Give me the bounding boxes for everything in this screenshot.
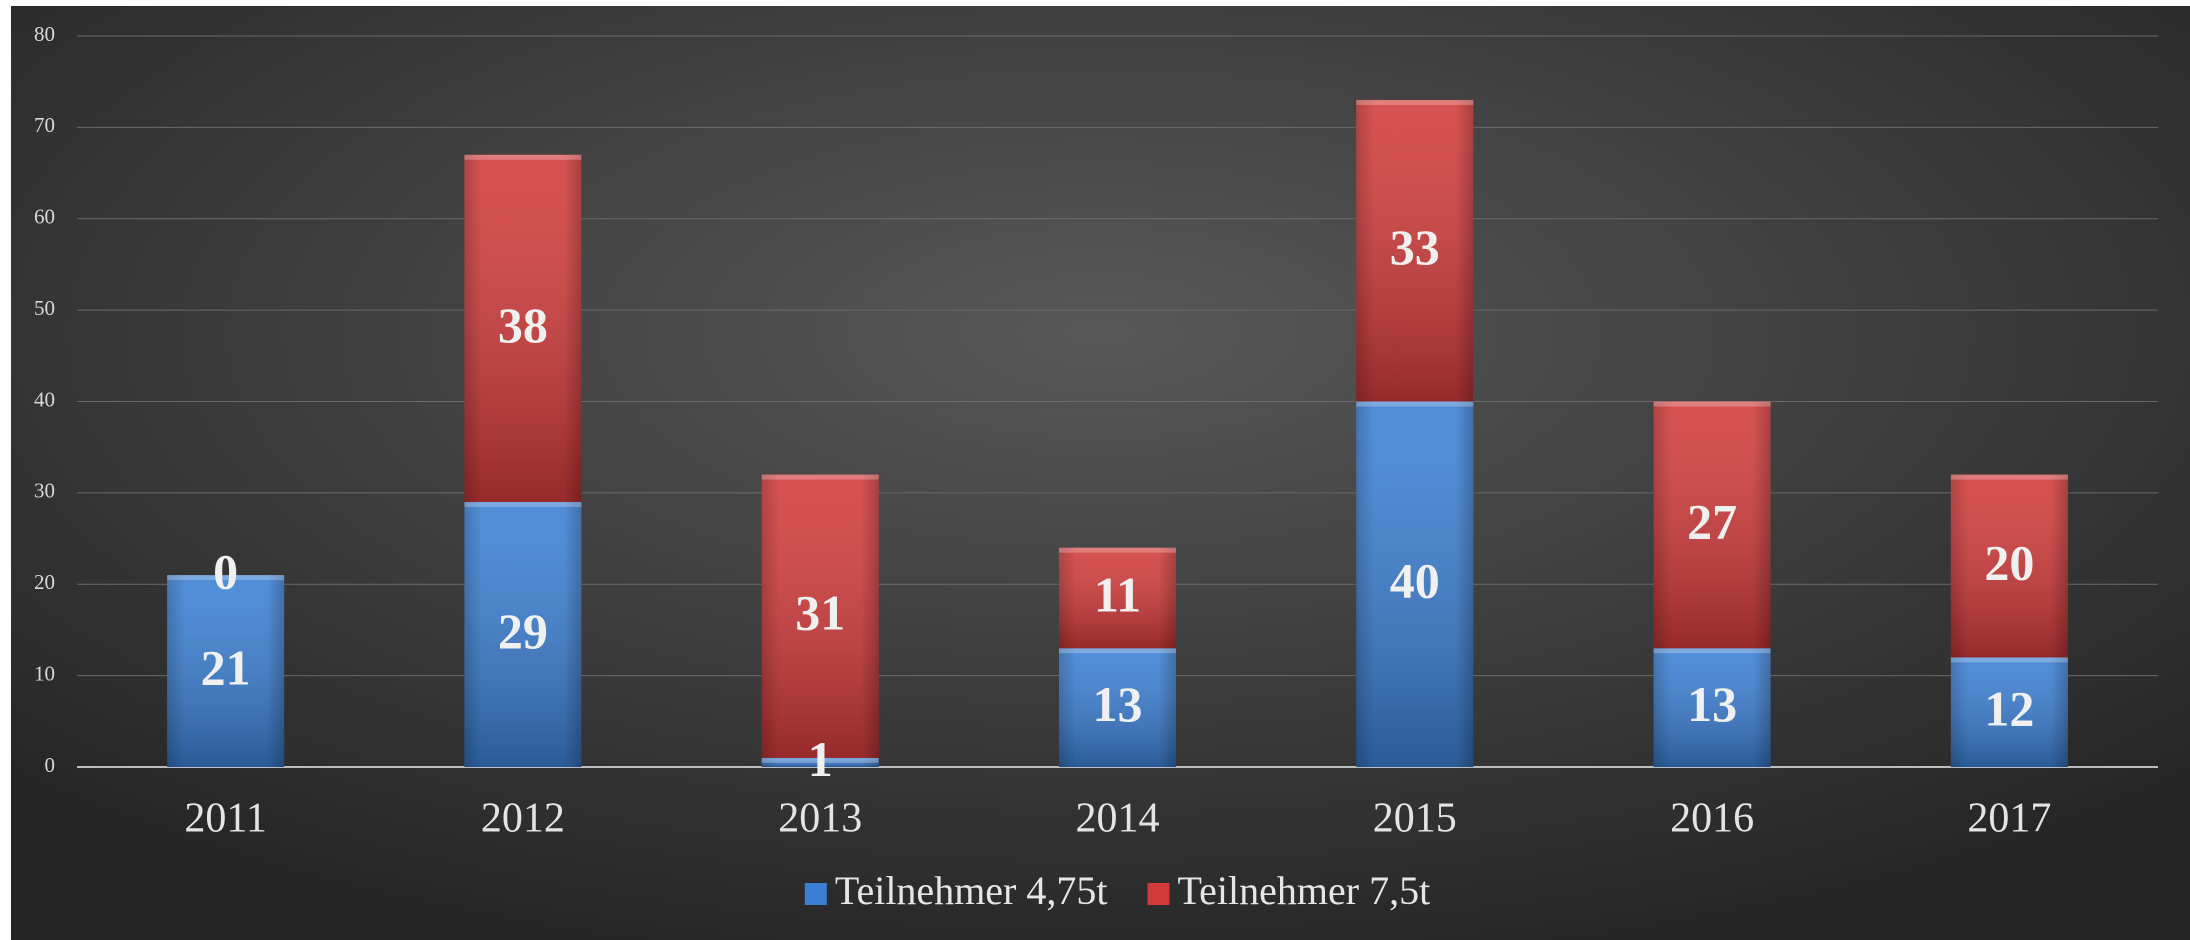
y-tick-label: 30 — [34, 479, 55, 503]
y-tick-label: 50 — [34, 296, 55, 320]
legend: Teilnehmer 4,75t Teilnehmer 7,5t — [804, 868, 1431, 913]
data-label: 31 — [795, 585, 845, 641]
data-label: 38 — [498, 297, 548, 353]
data-label: 29 — [498, 603, 548, 659]
data-label: 27 — [1687, 493, 1737, 549]
x-tick-label: 2011 — [184, 796, 266, 842]
y-tick-label: 40 — [34, 387, 55, 411]
legend-label: Teilnehmer 7,5t — [1178, 868, 1431, 913]
y-tick-label: 60 — [34, 205, 55, 229]
data-label: 0 — [213, 544, 238, 600]
data-label: 1 — [808, 731, 833, 787]
data-label: 13 — [1687, 676, 1737, 732]
y-tick-label: 20 — [34, 570, 55, 594]
x-tick-label: 2017 — [1967, 796, 2051, 842]
y-tick-label: 70 — [34, 113, 55, 137]
data-label: 11 — [1094, 566, 1141, 622]
x-tick-label: 2016 — [1670, 796, 1754, 842]
data-label: 21 — [201, 640, 251, 696]
y-tick-label: 80 — [34, 22, 55, 46]
data-label: 12 — [1984, 681, 2034, 737]
data-label: 40 — [1390, 553, 1440, 609]
legend-marker — [804, 883, 827, 905]
labels: 2011210201229382013131201413112015403320… — [184, 219, 2051, 841]
x-tick-label: 2013 — [778, 796, 862, 842]
background — [11, 6, 2190, 940]
y-tick-label: 10 — [34, 661, 55, 685]
legend-label: Teilnehmer 4,75t — [835, 868, 1108, 913]
data-label: 33 — [1390, 219, 1440, 275]
x-tick-label: 2015 — [1373, 796, 1457, 842]
x-tick-label: 2014 — [1076, 796, 1160, 842]
data-label: 20 — [1984, 534, 2034, 590]
y-tick-label: 0 — [45, 753, 56, 777]
x-tick-label: 2012 — [481, 796, 565, 842]
data-label: 13 — [1093, 676, 1143, 732]
legend-marker — [1147, 883, 1170, 905]
